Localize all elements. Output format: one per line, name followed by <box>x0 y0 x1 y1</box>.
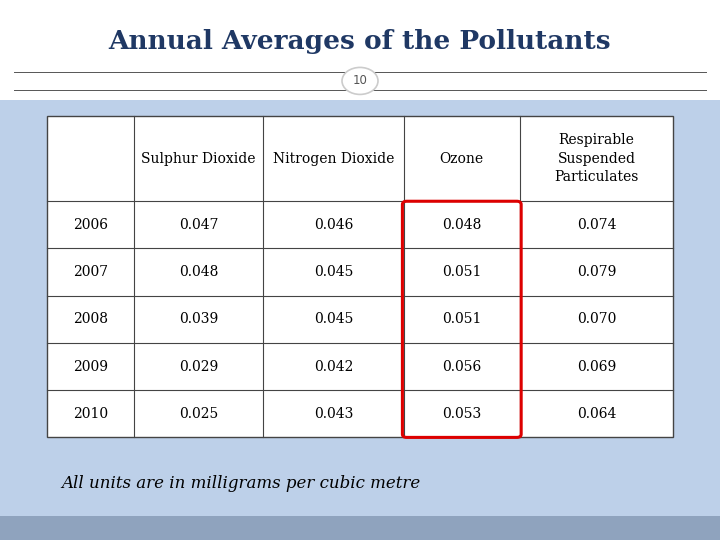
Text: Annual Averages of the Pollutants: Annual Averages of the Pollutants <box>109 30 611 55</box>
Text: 10: 10 <box>353 75 367 87</box>
Text: 0.079: 0.079 <box>577 265 616 279</box>
Bar <box>0 516 720 540</box>
Text: 0.051: 0.051 <box>442 312 482 326</box>
Text: 0.069: 0.069 <box>577 360 616 374</box>
Text: 0.048: 0.048 <box>442 218 482 232</box>
Text: 0.053: 0.053 <box>442 407 482 421</box>
Text: 0.048: 0.048 <box>179 265 218 279</box>
Text: Ozone: Ozone <box>440 152 484 166</box>
Text: 0.070: 0.070 <box>577 312 616 326</box>
Text: Nitrogen Dioxide: Nitrogen Dioxide <box>273 152 394 166</box>
Bar <box>0 0 720 100</box>
Text: 2007: 2007 <box>73 265 108 279</box>
Text: All units are in milligrams per cubic metre: All units are in milligrams per cubic me… <box>61 475 420 492</box>
Text: 2006: 2006 <box>73 218 108 232</box>
Text: 0.029: 0.029 <box>179 360 218 374</box>
Circle shape <box>342 68 378 94</box>
Text: Sulphur Dioxide: Sulphur Dioxide <box>141 152 256 166</box>
Text: 0.045: 0.045 <box>314 312 353 326</box>
Text: 0.074: 0.074 <box>577 218 616 232</box>
Text: Respirable
Suspended
Particulates: Respirable Suspended Particulates <box>554 133 639 184</box>
Text: 0.051: 0.051 <box>442 265 482 279</box>
Text: 2010: 2010 <box>73 407 108 421</box>
Bar <box>0 100 720 516</box>
Bar <box>47 116 673 437</box>
Text: 0.042: 0.042 <box>314 360 353 374</box>
Text: 0.046: 0.046 <box>314 218 353 232</box>
Text: 2008: 2008 <box>73 312 108 326</box>
Text: 0.056: 0.056 <box>442 360 482 374</box>
Text: 0.047: 0.047 <box>179 218 218 232</box>
Text: 2009: 2009 <box>73 360 108 374</box>
Text: 0.043: 0.043 <box>314 407 353 421</box>
Text: 0.064: 0.064 <box>577 407 616 421</box>
Text: 0.025: 0.025 <box>179 407 218 421</box>
Text: 0.045: 0.045 <box>314 265 353 279</box>
Text: 0.039: 0.039 <box>179 312 218 326</box>
